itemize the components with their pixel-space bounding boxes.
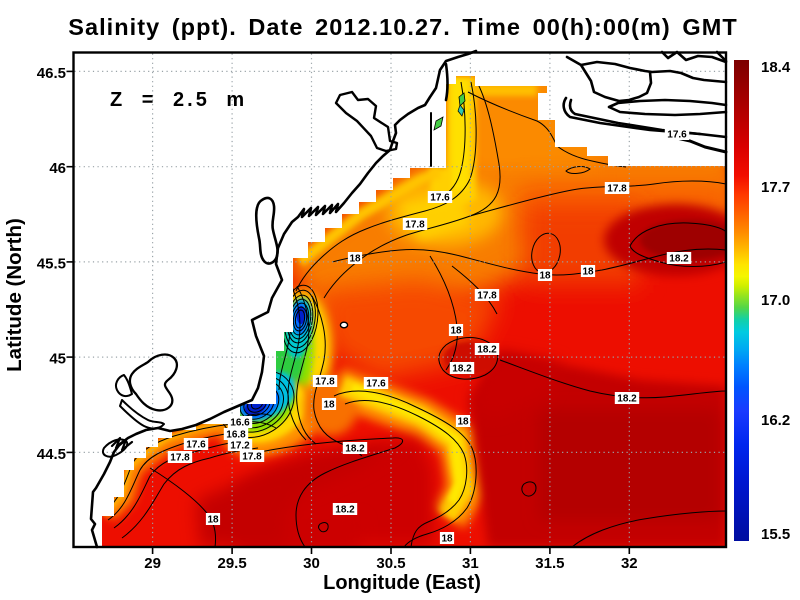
svg-text:45.5: 45.5 <box>37 255 66 272</box>
svg-text:31.5: 31.5 <box>535 555 564 572</box>
svg-text:18.2: 18.2 <box>617 394 637 405</box>
svg-text:30: 30 <box>303 555 320 572</box>
svg-text:17.8: 17.8 <box>170 453 190 464</box>
svg-text:17.6: 17.6 <box>667 130 687 141</box>
svg-text:18: 18 <box>539 271 551 282</box>
svg-text:18.4: 18.4 <box>761 59 791 76</box>
svg-text:45: 45 <box>49 351 66 368</box>
svg-text:44.5: 44.5 <box>37 446 66 463</box>
svg-text:17.0: 17.0 <box>761 292 790 309</box>
svg-text:16.8: 16.8 <box>226 430 246 441</box>
svg-text:Latitude (North): Latitude (North) <box>3 218 26 372</box>
svg-text:17.2: 17.2 <box>230 441 250 452</box>
svg-text:Z = 2.5 m: Z = 2.5 m <box>110 89 247 111</box>
svg-text:18.2: 18.2 <box>477 345 497 356</box>
svg-text:17.8: 17.8 <box>405 220 425 231</box>
svg-text:46.5: 46.5 <box>37 65 66 82</box>
svg-text:18.2: 18.2 <box>669 254 689 265</box>
svg-text:30.5: 30.5 <box>376 555 405 572</box>
svg-text:16.2: 16.2 <box>761 412 790 429</box>
svg-text:17.6: 17.6 <box>366 379 386 390</box>
svg-text:18: 18 <box>323 400 335 411</box>
svg-text:32: 32 <box>621 555 638 572</box>
svg-text:17.6: 17.6 <box>186 440 206 451</box>
svg-text:18: 18 <box>450 326 462 337</box>
svg-text:17.8: 17.8 <box>315 377 335 388</box>
svg-text:17.6: 17.6 <box>430 193 450 204</box>
svg-text:18.2: 18.2 <box>335 505 355 516</box>
svg-text:16.6: 16.6 <box>230 418 250 429</box>
svg-text:46: 46 <box>49 160 66 177</box>
svg-text:18.2: 18.2 <box>452 364 472 375</box>
svg-text:18: 18 <box>457 417 469 428</box>
svg-text:18: 18 <box>349 254 361 265</box>
svg-text:18: 18 <box>207 515 219 526</box>
svg-text:17.7: 17.7 <box>761 179 790 196</box>
svg-text:Salinity (ppt). Date 2012.10.2: Salinity (ppt). Date 2012.10.27. Time 00… <box>68 14 738 40</box>
svg-text:18: 18 <box>582 267 594 278</box>
svg-text:17.8: 17.8 <box>477 291 497 302</box>
svg-text:29: 29 <box>144 555 161 572</box>
svg-text:15.5: 15.5 <box>761 526 790 543</box>
svg-text:18.2: 18.2 <box>345 444 365 455</box>
svg-text:29.5: 29.5 <box>217 555 246 572</box>
svg-text:18: 18 <box>441 534 453 545</box>
svg-text:17.8: 17.8 <box>607 184 627 195</box>
svg-text:17.8: 17.8 <box>242 452 262 463</box>
svg-text:Longitude (East): Longitude (East) <box>323 572 481 594</box>
svg-text:31: 31 <box>462 555 479 572</box>
